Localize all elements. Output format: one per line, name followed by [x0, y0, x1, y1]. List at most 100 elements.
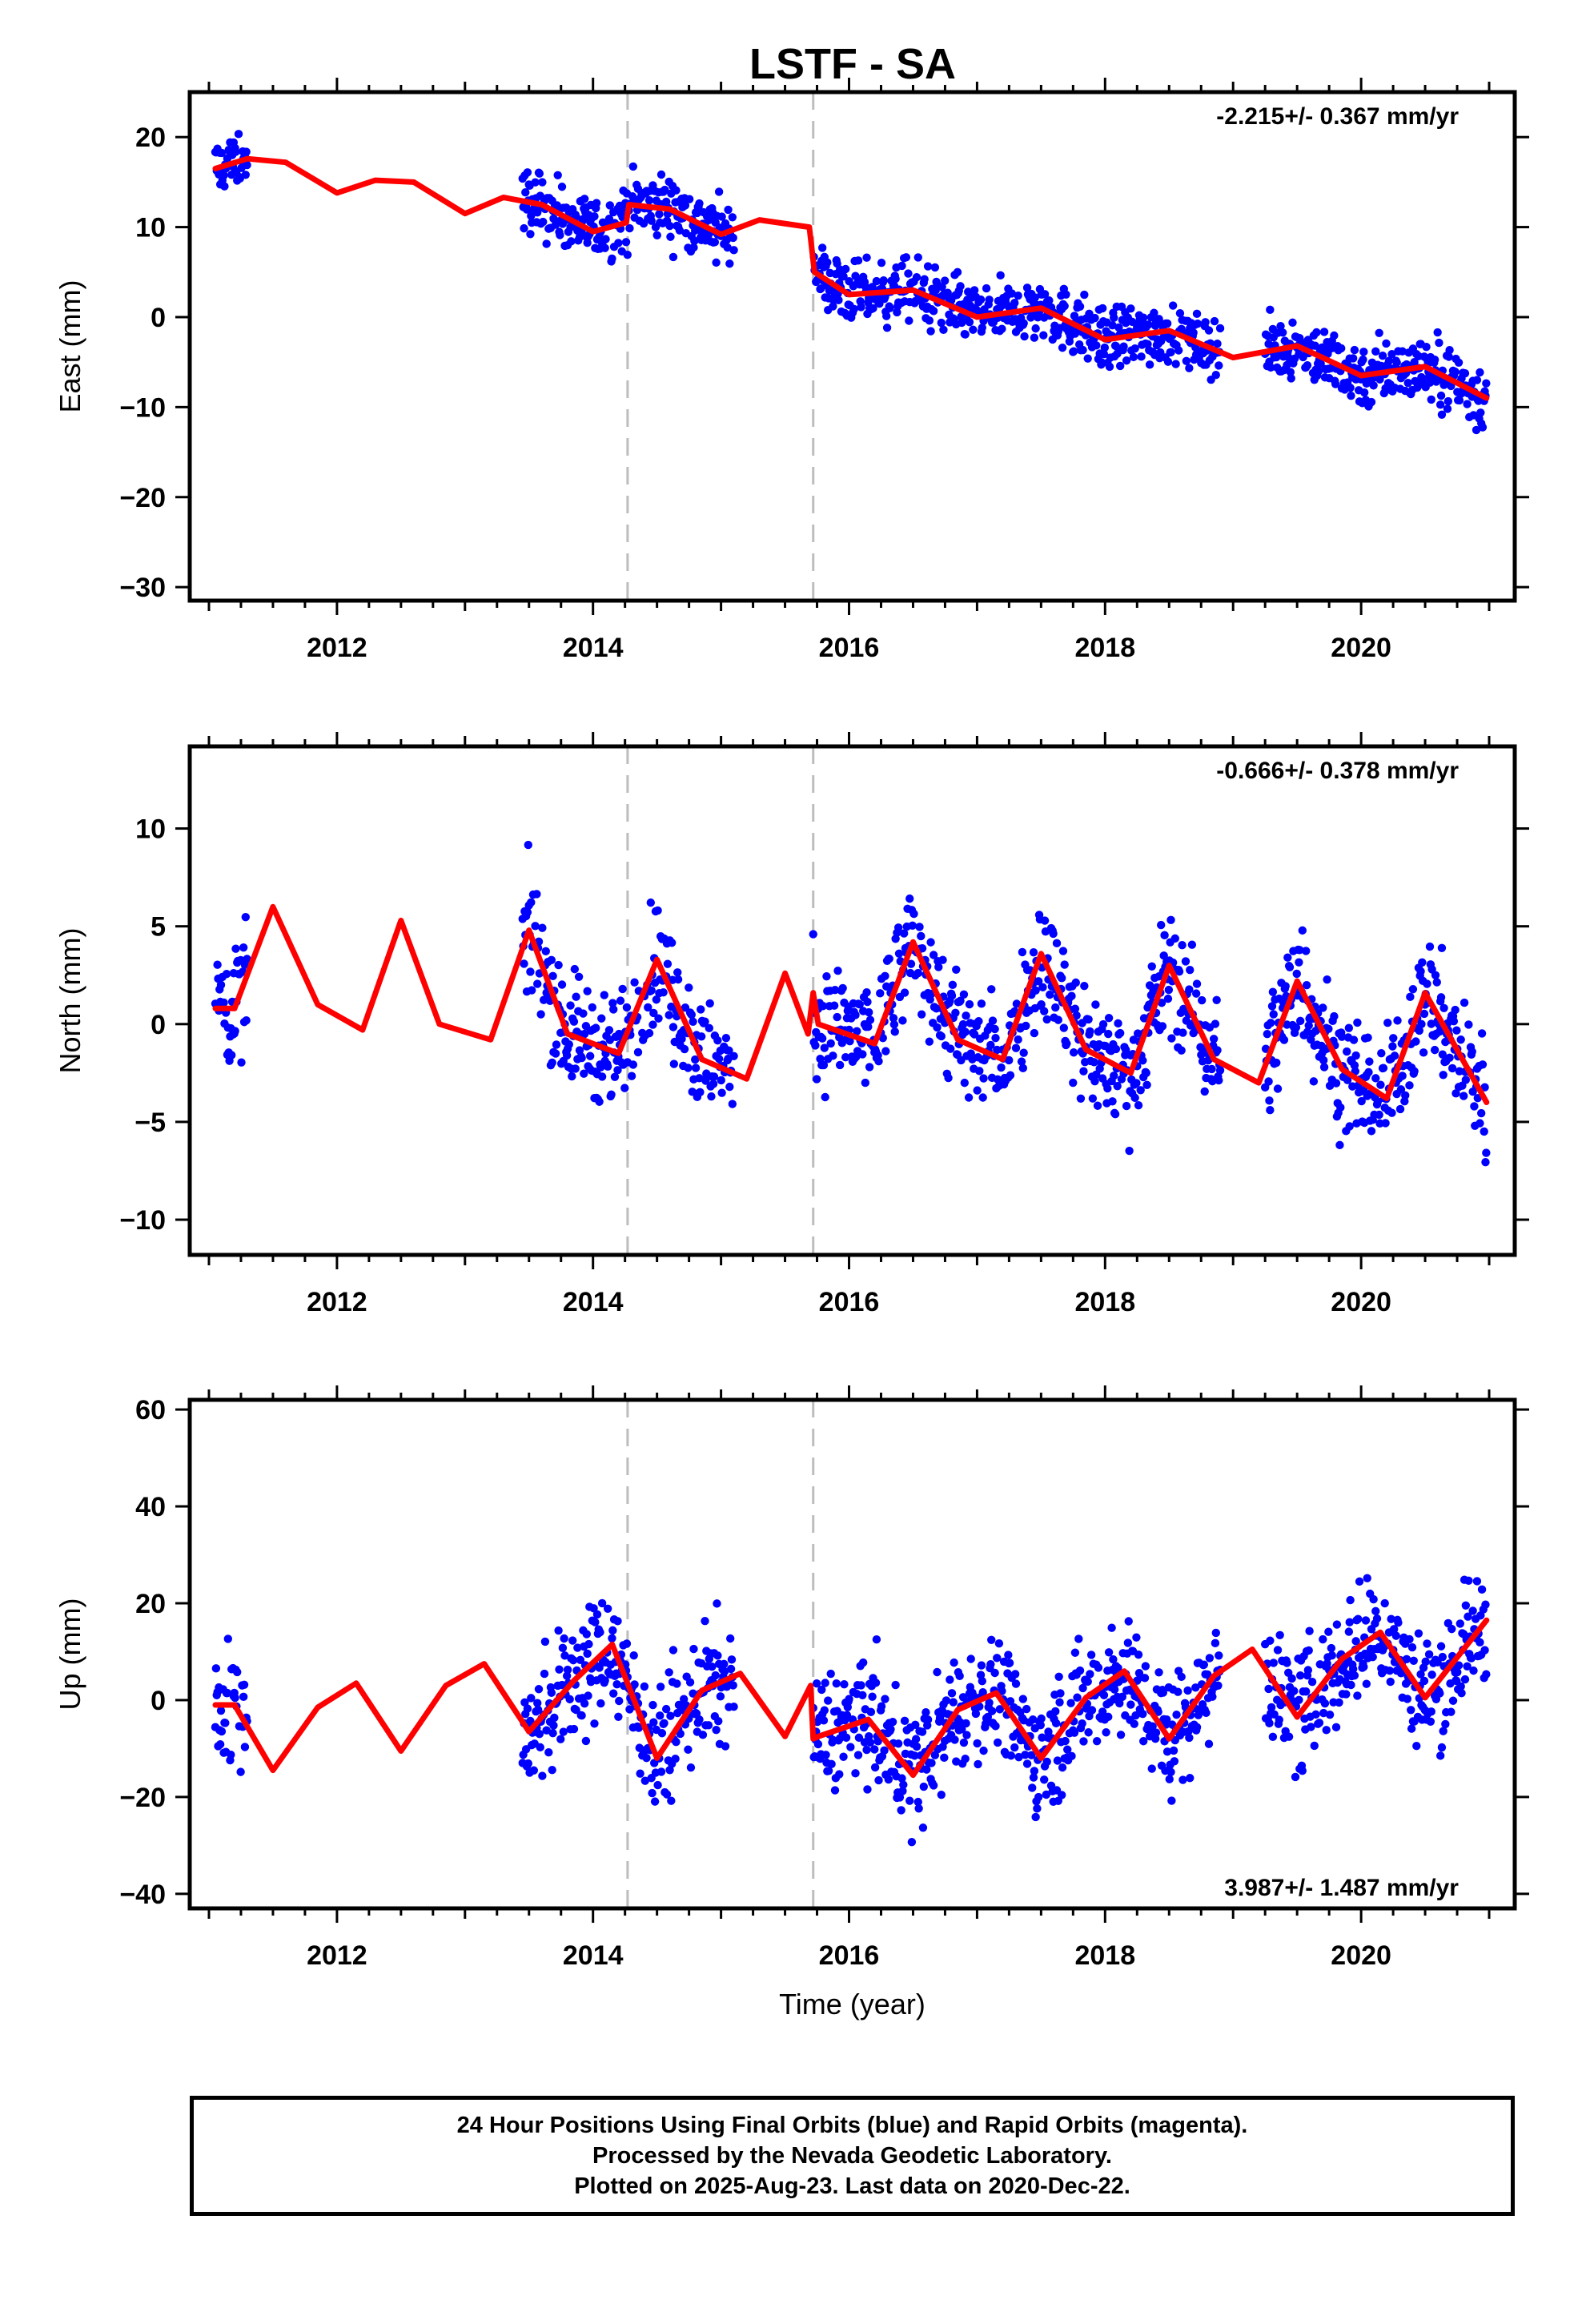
position-point	[1478, 423, 1488, 432]
position-point	[681, 201, 690, 210]
position-point	[1063, 1745, 1072, 1754]
position-point	[1080, 981, 1089, 991]
position-point	[234, 130, 243, 139]
position-point	[1178, 941, 1186, 950]
position-point	[713, 1599, 721, 1608]
position-point	[579, 1009, 588, 1018]
position-point	[1314, 367, 1323, 376]
position-point	[580, 1069, 588, 1078]
position-point	[1126, 1700, 1135, 1709]
position-point	[1304, 1021, 1313, 1030]
position-point	[1476, 408, 1485, 417]
position-point	[988, 1016, 998, 1025]
position-point	[961, 1755, 970, 1763]
position-point	[1464, 1576, 1473, 1585]
position-point	[596, 1627, 604, 1637]
position-point	[701, 1616, 709, 1626]
position-point	[1324, 1024, 1333, 1034]
position-point	[673, 975, 683, 984]
position-point	[1415, 1026, 1423, 1035]
position-point	[1074, 1634, 1083, 1643]
position-point	[977, 1661, 986, 1670]
position-point	[1407, 1642, 1417, 1652]
x-tick-label: 2012	[307, 1287, 367, 1317]
position-point	[1422, 343, 1431, 352]
position-point	[714, 1716, 723, 1726]
position-point	[592, 1610, 602, 1619]
position-point	[695, 199, 704, 208]
rate-label: -0.666+/- 0.378 mm/yr	[1216, 758, 1459, 784]
position-point	[1073, 1693, 1082, 1702]
position-point	[1335, 1698, 1343, 1707]
position-point	[1123, 1638, 1133, 1647]
position-point	[1201, 318, 1210, 327]
position-point	[1323, 1659, 1331, 1668]
position-point	[830, 1786, 840, 1795]
position-point	[1141, 1662, 1150, 1671]
position-point	[1377, 1048, 1386, 1058]
position-point	[978, 1676, 987, 1686]
position-point	[958, 1019, 968, 1029]
position-point	[1092, 1736, 1102, 1746]
position-point	[1108, 320, 1117, 330]
position-point	[1419, 1676, 1429, 1686]
position-point	[1010, 299, 1019, 308]
position-point	[709, 1080, 718, 1088]
position-point	[557, 980, 567, 989]
position-point	[243, 955, 251, 963]
position-point	[993, 1738, 1002, 1747]
position-point	[857, 303, 865, 312]
figure-title: LSTF - SA	[749, 40, 956, 88]
position-point	[1285, 963, 1295, 971]
position-point	[535, 169, 544, 178]
y-tick-label: 40	[135, 1492, 166, 1522]
position-point	[840, 1680, 849, 1689]
position-point	[841, 264, 850, 274]
position-point	[538, 923, 547, 932]
position-point	[1057, 1791, 1066, 1799]
position-point	[1051, 1719, 1061, 1728]
x-axis-label: Time (year)	[779, 1988, 926, 2020]
position-point	[993, 1654, 1002, 1663]
position-point	[1390, 1051, 1399, 1060]
model-fit-line	[212, 155, 1490, 401]
position-point	[1387, 350, 1396, 359]
position-point	[1031, 1812, 1040, 1822]
position-point	[1301, 1687, 1311, 1696]
position-point	[975, 1702, 984, 1711]
position-point	[911, 1735, 921, 1743]
position-point	[609, 1005, 618, 1014]
position-point	[1351, 1637, 1360, 1646]
position-point	[866, 1707, 876, 1717]
position-point	[900, 988, 909, 997]
position-point	[839, 271, 848, 281]
position-point	[657, 1729, 667, 1738]
position-point	[1456, 1682, 1465, 1691]
position-point	[527, 1694, 536, 1703]
footer-box: 24 Hour Positions Using Final Orbits (bl…	[190, 2096, 1515, 2216]
position-point	[1425, 942, 1435, 951]
position-point	[1006, 1071, 1015, 1080]
x-tick-label: 2020	[1331, 1940, 1391, 1971]
position-point	[1398, 347, 1407, 356]
position-point	[1372, 1614, 1382, 1623]
position-point	[1163, 994, 1173, 1003]
position-point	[1138, 1710, 1147, 1719]
position-point	[820, 1043, 829, 1052]
position-point	[833, 966, 842, 975]
position-point	[1375, 328, 1383, 337]
position-point	[1273, 1646, 1283, 1655]
position-point	[1423, 1639, 1431, 1648]
position-point	[1403, 1695, 1412, 1703]
position-point	[1110, 1072, 1118, 1080]
position-point	[1142, 1080, 1151, 1089]
position-point	[1327, 1643, 1336, 1653]
position-point	[1007, 289, 1016, 298]
position-point	[241, 171, 250, 179]
position-point	[1189, 328, 1198, 337]
position-point	[849, 304, 858, 314]
position-point	[938, 283, 946, 292]
position-point	[1359, 388, 1369, 397]
position-point	[597, 1014, 606, 1023]
position-point	[893, 308, 901, 317]
